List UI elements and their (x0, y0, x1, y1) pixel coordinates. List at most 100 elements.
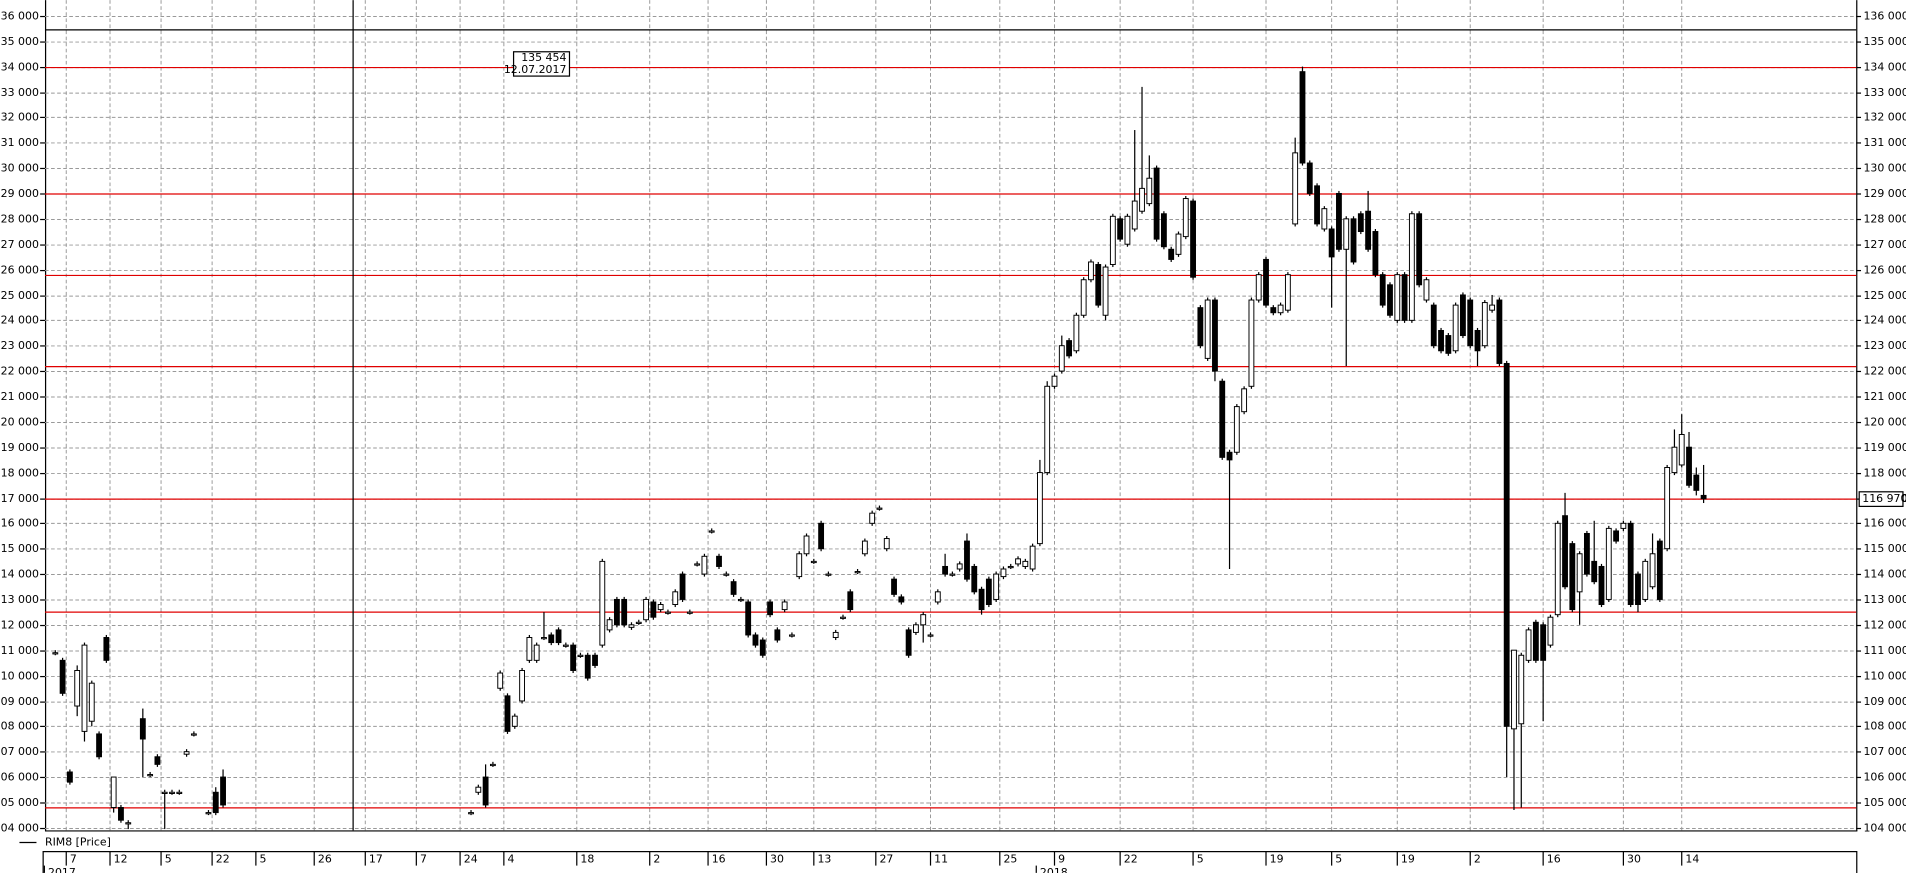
candle-body (810, 560, 817, 564)
candle-body (1350, 218, 1357, 263)
candle-body (1036, 472, 1043, 545)
candle-body (701, 555, 708, 575)
candle-body (584, 654, 591, 679)
candle-body (1284, 274, 1291, 311)
candle-body (1292, 152, 1299, 225)
candle-body (169, 791, 175, 794)
candle-body (88, 682, 95, 722)
candle-body (1518, 654, 1525, 725)
candle-body (1029, 545, 1036, 570)
x-tick-label: 22 (216, 853, 230, 866)
x-tick-label: 7 (70, 853, 77, 866)
candle-body (1372, 231, 1379, 276)
candle-body (767, 601, 773, 616)
y2-tick-label: 119 000 (1863, 441, 1906, 454)
candle-body (1430, 304, 1437, 347)
candle-body (1182, 198, 1189, 238)
x-tick-label: 2 (1474, 853, 1481, 866)
candle-body (1190, 200, 1196, 278)
candle-body (708, 530, 715, 533)
candle-body (883, 538, 890, 550)
y-tick-label: 128 000 (0, 213, 39, 226)
x-tick-label: 22 (1124, 853, 1138, 866)
candle-body (679, 573, 686, 600)
x-tick-label: 4 (507, 853, 514, 866)
candle-body (1226, 451, 1233, 461)
candle-body (832, 631, 839, 638)
candle-body (1474, 329, 1481, 352)
candle-body (96, 733, 102, 758)
candle-body (504, 695, 511, 732)
x-tick-label: 2 (653, 853, 660, 866)
y-tick-label: 127 000 (0, 238, 39, 251)
y-tick-label: 129 000 (0, 187, 39, 200)
candle-body (694, 563, 701, 566)
y2-tick-label: 124 000 (1863, 313, 1906, 326)
candle-body (716, 555, 722, 567)
candle-body (1175, 233, 1182, 255)
candle-body (1642, 560, 1649, 600)
candle-body (723, 573, 730, 576)
y2-tick-label: 114 000 (1863, 567, 1906, 580)
candle-body (1153, 167, 1160, 240)
y-tick-label: 105 000 (0, 796, 39, 809)
candle-body (1160, 213, 1167, 248)
y2-tick-label: 113 000 (1863, 593, 1906, 606)
y-tick-label: 131 000 (0, 136, 39, 149)
candle-body (1379, 274, 1386, 306)
y-tick-label: 116 000 (0, 516, 39, 529)
candle-body (1117, 218, 1124, 240)
y2-tick-label: 132 000 (1863, 110, 1906, 123)
candle-body (190, 733, 197, 736)
candle-body (1649, 553, 1656, 588)
candle-body (657, 604, 664, 611)
y-tick-label: 109 000 (0, 695, 39, 708)
candle-body (489, 763, 496, 767)
y-tick-label: 133 000 (0, 86, 39, 99)
candle-body (1146, 177, 1153, 205)
y-tick-label: 121 000 (0, 390, 39, 403)
candle-body (562, 644, 569, 647)
x-tick-label: 12 (114, 853, 128, 866)
candle-body (1613, 530, 1620, 542)
candle-body (1598, 565, 1605, 606)
y2-tick-label: 121 000 (1863, 390, 1906, 403)
x-tick-label: 16 (712, 853, 726, 866)
candle-body (891, 578, 897, 595)
candle-body (869, 512, 876, 524)
x-tick-label: 5 (260, 853, 267, 866)
candle-body (635, 621, 642, 624)
candle-body (913, 624, 919, 633)
candle-body (898, 596, 905, 603)
candle-body (1365, 210, 1372, 250)
candle-body (1576, 553, 1583, 593)
x-tick-label: 17 (369, 853, 383, 866)
candle-body (1314, 185, 1320, 225)
candle-body (1022, 560, 1029, 567)
candle-body (1277, 304, 1284, 314)
y2-tick-label: 116 000 (1863, 516, 1906, 529)
y-tick-label: 135 000 (0, 35, 39, 48)
candle-body (672, 591, 679, 606)
candle-body (1554, 522, 1561, 616)
candle-body (1467, 299, 1474, 347)
candle-body (1197, 307, 1204, 347)
y-tick-label: 134 000 (0, 61, 39, 74)
y-tick-label: 125 000 (0, 289, 39, 302)
candle-body (905, 629, 912, 656)
candle-body (526, 637, 533, 661)
x-tick-label: 18 (580, 853, 594, 866)
candle-body (796, 553, 803, 578)
candle-body (220, 776, 226, 806)
candle-body (1204, 299, 1211, 359)
candle-body (183, 751, 190, 755)
candle-body (1671, 446, 1678, 474)
candle-body (1306, 162, 1313, 194)
candle-body (803, 535, 810, 555)
x-tick-label: 5 (1335, 853, 1342, 866)
candle-body (125, 822, 132, 825)
y2-tick-label: 111 000 (1863, 644, 1906, 657)
candle-body (942, 565, 949, 575)
candle-body (1102, 266, 1109, 316)
